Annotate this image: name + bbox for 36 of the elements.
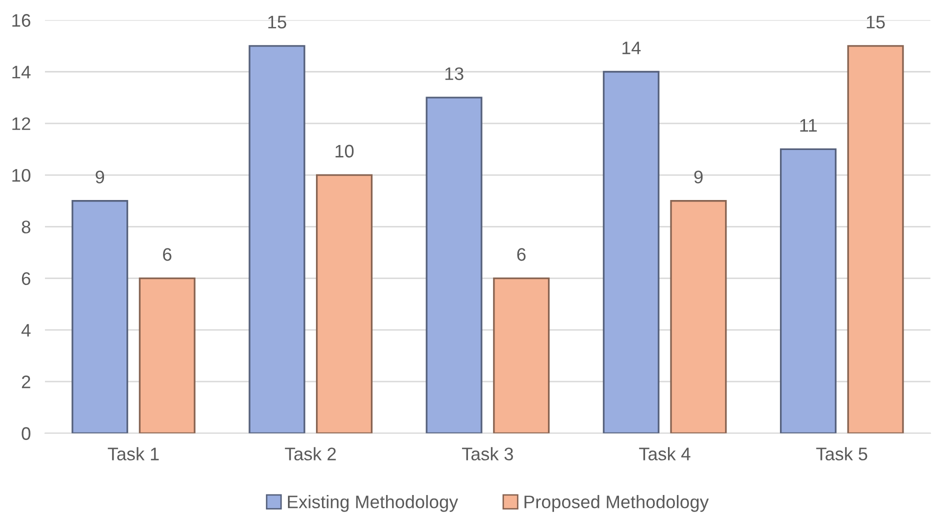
- y-tick-label: 12: [12, 117, 30, 130]
- bar: [602, 70, 660, 434]
- y-tick-label: 4: [21, 324, 31, 337]
- x-tick-label: Task 1: [108, 447, 159, 460]
- y-tick-label: 2: [22, 376, 30, 388]
- data-label: 14: [622, 42, 641, 54]
- bar: [248, 45, 306, 434]
- data-label: 15: [866, 16, 885, 28]
- y-tick-label: 14: [12, 66, 31, 78]
- data-label: 6: [163, 248, 172, 261]
- y-tick-label: 10: [12, 168, 30, 182]
- x-tick-label: Task 3: [462, 447, 514, 460]
- bar: [426, 96, 482, 434]
- y-tick-label: 16: [12, 14, 30, 27]
- legend-label: Existing Methodology: [288, 495, 458, 512]
- bar: [493, 277, 550, 434]
- bar: [847, 45, 904, 434]
- x-tick-label: Task 5: [816, 447, 868, 460]
- legend-label: Proposed Methodology: [524, 495, 709, 512]
- bar: [780, 148, 837, 434]
- bar: [72, 200, 128, 434]
- y-tick-label: 6: [22, 272, 30, 286]
- data-label: 11: [800, 119, 817, 132]
- data-label: 15: [268, 16, 286, 28]
- data-label: 6: [517, 248, 526, 261]
- data-label: 9: [694, 170, 703, 184]
- data-label: 10: [336, 144, 354, 158]
- data-label: 9: [96, 170, 104, 184]
- data-label: 13: [445, 67, 464, 80]
- x-tick-label: Task 2: [284, 447, 336, 460]
- bar: [316, 174, 373, 434]
- bar: [138, 277, 196, 434]
- bar: [670, 200, 727, 434]
- y-tick-label: 0: [22, 427, 30, 440]
- x-tick-label: Task 4: [639, 447, 690, 460]
- y-tick-label: 8: [22, 220, 30, 234]
